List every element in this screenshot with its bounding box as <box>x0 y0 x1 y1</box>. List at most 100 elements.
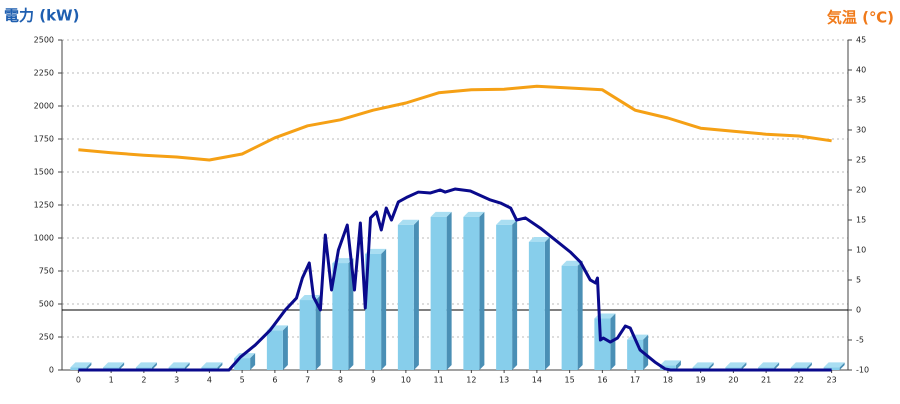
y2-tick-label: 0 <box>856 306 861 315</box>
y2-axis-label: 気温 (℃) <box>827 9 894 27</box>
bar-top <box>168 362 190 368</box>
y2-tick-label: 20 <box>856 186 866 195</box>
bar-side <box>86 362 92 370</box>
x-tick-label: 10 <box>401 376 411 385</box>
bar-side <box>250 353 256 370</box>
bar-top <box>659 360 681 366</box>
bar-top <box>365 248 387 254</box>
x-tick-label: 1 <box>109 376 114 385</box>
y2-tick-label: 45 <box>856 36 866 45</box>
bar-side <box>512 219 518 370</box>
x-tick-label: 12 <box>466 376 476 385</box>
bar-side <box>282 325 288 370</box>
bar-side <box>708 362 714 370</box>
bar-side <box>446 211 452 370</box>
y-tick-label: 2000 <box>34 102 54 111</box>
x-tick-label: 8 <box>338 376 343 385</box>
bar-side <box>544 236 550 370</box>
bar <box>332 263 349 370</box>
bar <box>627 339 644 370</box>
bar-side <box>151 362 157 370</box>
y2-tick-label: -5 <box>856 336 864 345</box>
bar-top <box>496 219 518 225</box>
bar-side <box>413 219 419 370</box>
y2-tick-label: 35 <box>856 96 866 105</box>
y2-tick-label: 40 <box>856 66 866 75</box>
y-tick-label: 1750 <box>34 135 54 144</box>
bar-side <box>184 362 190 370</box>
bar <box>234 358 251 370</box>
x-tick-label: 5 <box>240 376 245 385</box>
x-tick-label: 15 <box>565 376 575 385</box>
bar-side <box>315 295 321 370</box>
x-tick-label: 20 <box>728 376 738 385</box>
bar-top <box>397 219 419 225</box>
bar-top <box>758 362 780 368</box>
line-series <box>78 187 832 372</box>
bar-top <box>70 362 92 368</box>
bar-side <box>675 360 681 370</box>
y-tick-label: 1250 <box>34 201 54 210</box>
x-tick-label: 0 <box>76 376 81 385</box>
bar-side <box>381 248 387 370</box>
bar <box>496 224 513 370</box>
bar-top <box>430 211 452 217</box>
bar <box>266 330 283 370</box>
x-tick-label: 16 <box>597 376 607 385</box>
y-tick-label: 2500 <box>34 36 54 45</box>
x-tick-label: 7 <box>305 376 310 385</box>
y2-tick-label: 30 <box>856 126 866 135</box>
bar <box>528 241 545 370</box>
bar-top <box>692 362 714 368</box>
x-tick-label: 23 <box>827 376 837 385</box>
y-tick-label: 750 <box>39 267 54 276</box>
y-tick-label: 500 <box>39 300 54 309</box>
x-tick-label: 17 <box>630 376 640 385</box>
bar-top <box>201 362 223 368</box>
y-axis-label: 電力 (kW) <box>4 7 79 25</box>
bar-side <box>741 362 747 370</box>
bar-top <box>561 260 583 266</box>
y2-tick-label: 10 <box>856 246 866 255</box>
bar-side <box>577 260 583 370</box>
bar-side <box>217 362 223 370</box>
x-tick-label: 6 <box>272 376 277 385</box>
bar-side <box>119 362 125 370</box>
bar-side <box>348 258 354 370</box>
bar-side <box>774 362 780 370</box>
bar <box>397 224 414 370</box>
bar-top <box>725 362 747 368</box>
bar <box>659 365 676 370</box>
x-tick-label: 9 <box>371 376 376 385</box>
bar <box>561 265 578 370</box>
bar-side <box>839 362 845 370</box>
bar-top <box>528 236 550 242</box>
x-tick-label: 13 <box>499 376 509 385</box>
x-tick-label: 11 <box>434 376 444 385</box>
bar-top <box>823 362 845 368</box>
bar-side <box>643 334 649 370</box>
bar-side <box>806 362 812 370</box>
bar <box>299 300 316 370</box>
bar-top <box>790 362 812 368</box>
bar-side <box>479 211 485 370</box>
bar-top <box>135 362 157 368</box>
y-tick-label: 0 <box>49 366 54 375</box>
bar-top <box>463 211 485 217</box>
y-tick-label: 2250 <box>34 69 54 78</box>
line-series <box>78 84 832 162</box>
bar <box>365 253 382 370</box>
y2-tick-label: -10 <box>856 366 869 375</box>
y-tick-label: 250 <box>39 333 54 342</box>
y-tick-label: 1500 <box>34 168 54 177</box>
x-tick-label: 3 <box>174 376 179 385</box>
x-tick-label: 18 <box>663 376 673 385</box>
x-tick-label: 19 <box>696 376 706 385</box>
bar <box>430 216 447 370</box>
x-tick-label: 14 <box>532 376 542 385</box>
y-tick-label: 1000 <box>34 234 54 243</box>
bar-top <box>103 362 125 368</box>
y2-tick-label: 25 <box>856 156 866 165</box>
bar <box>463 216 480 370</box>
